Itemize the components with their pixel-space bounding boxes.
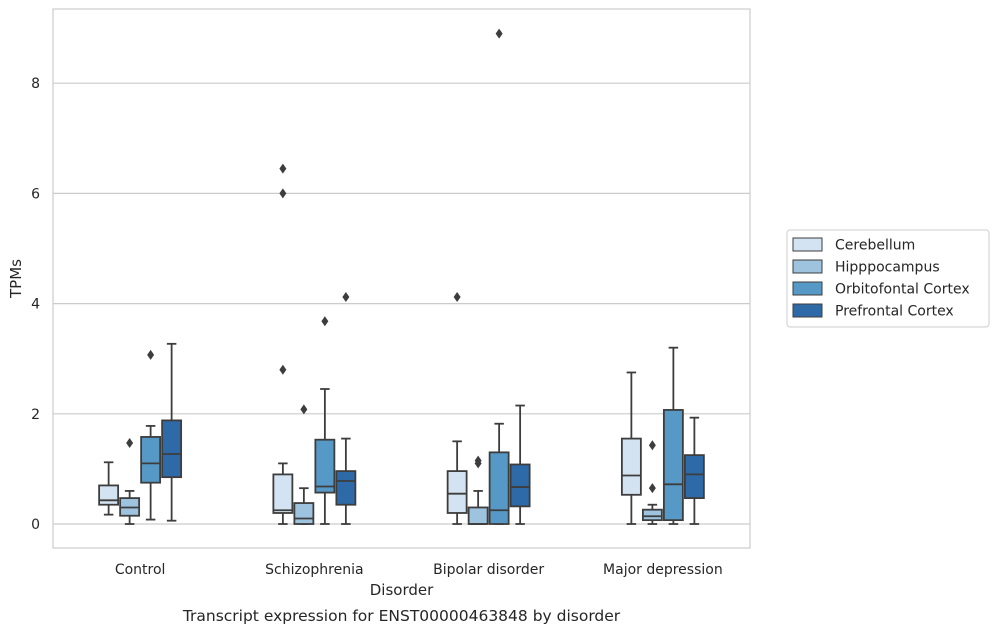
outlier-point: [648, 440, 656, 451]
y-tick-label: 0: [31, 517, 40, 533]
legend-item: Orbitofontal Cortex: [792, 281, 970, 298]
box: [98, 461, 120, 516]
outlier-point: [126, 438, 134, 449]
legend-label: Orbitofontal Cortex: [835, 282, 970, 298]
box-body: [314, 438, 336, 494]
chart-title: Transcript expression for ENST0000046384…: [182, 607, 621, 625]
legend: Cerebellum Hipppocampus Orbitofontal Corte…: [786, 229, 990, 328]
legend-item: Cerebellum: [792, 237, 915, 254]
box: [641, 440, 663, 525]
box: [467, 455, 489, 525]
x-tick-label: Schizophrenia: [265, 562, 363, 578]
legend-label: Hipppocampus: [835, 260, 940, 276]
legend-swatch: [792, 259, 823, 274]
box-body: [509, 463, 531, 508]
box: [140, 349, 162, 521]
box: [161, 342, 183, 522]
box-body: [467, 506, 489, 525]
outlier-point: [474, 455, 482, 466]
box: [683, 416, 705, 525]
y-axis-title: TPMs: [7, 259, 25, 299]
outlier-point: [279, 188, 287, 199]
legend-label: Prefrontal Cortex: [835, 304, 954, 320]
box-series-layer: [98, 28, 705, 525]
box-body: [662, 409, 684, 522]
x-axis-title: Disorder: [370, 581, 434, 599]
legend-swatch: [792, 237, 823, 252]
legend-swatch: [792, 303, 823, 318]
x-tick-label: Control: [115, 562, 166, 578]
outlier-point: [279, 364, 287, 375]
x-axis-ticks: Control Schizophrenia Bipolar disorder Majo…: [115, 562, 723, 578]
y-tick-label: 2: [31, 407, 40, 423]
box-body: [140, 436, 162, 484]
outlier-point: [648, 483, 656, 494]
series-prefrontal-cortex: [161, 291, 705, 525]
legend-label: Cerebellum: [835, 238, 915, 254]
y-tick-label: 8: [31, 76, 40, 92]
box: [272, 163, 294, 525]
outlier-point: [342, 291, 350, 302]
box-body: [272, 473, 294, 514]
box-body: [488, 451, 510, 525]
outlier-point: [279, 163, 287, 174]
box: [509, 404, 531, 525]
legend-swatch: [792, 281, 823, 296]
box: [446, 291, 468, 525]
series-cerebellum: [98, 163, 642, 525]
x-tick-label: Bipolar disorder: [433, 562, 544, 578]
legend-item: Hipppocampus: [792, 259, 940, 276]
box-body: [683, 454, 705, 500]
box-body: [98, 484, 120, 506]
outlier-point: [453, 291, 461, 302]
box: [119, 438, 141, 525]
series-orbitofontal-cortex: [140, 28, 684, 525]
y-tick-label: 6: [31, 186, 40, 202]
y-axis-ticks: 0 2 4 6 8: [31, 76, 40, 533]
x-tick-label: Major depression: [603, 562, 723, 578]
series-hipppocampus: [119, 404, 663, 525]
box: [335, 291, 357, 525]
box: [488, 28, 510, 525]
y-tick-label: 4: [31, 297, 40, 313]
legend-frame: [786, 229, 990, 328]
box-body: [620, 437, 642, 496]
box: [662, 346, 684, 525]
outlier-point: [495, 28, 503, 39]
outlier-point: [321, 316, 329, 327]
legend-item: Prefrontal Cortex: [792, 303, 954, 320]
box-body: [161, 419, 183, 479]
box-body: [641, 508, 663, 522]
box: [293, 404, 315, 525]
box-body: [446, 470, 468, 514]
box: [620, 371, 642, 525]
outlier-point: [300, 404, 308, 415]
box-body: [293, 502, 315, 525]
box: [314, 316, 336, 525]
plot-area: [52, 8, 751, 549]
outlier-point: [147, 349, 155, 360]
box-body: [335, 470, 357, 506]
